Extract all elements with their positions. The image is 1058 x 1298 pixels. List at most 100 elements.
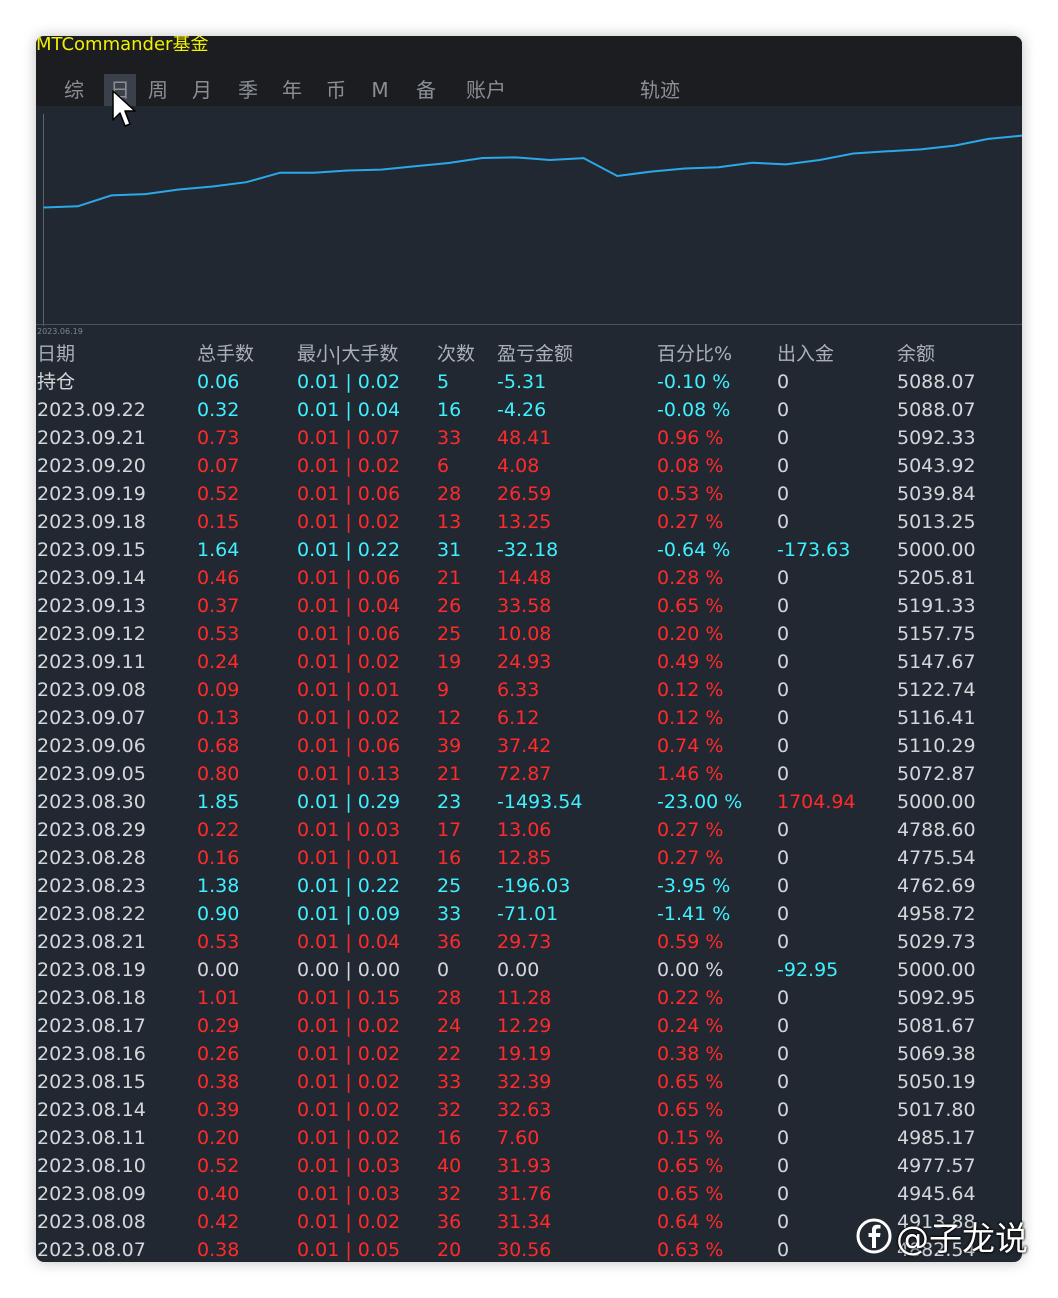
tab-2[interactable]: 周 <box>148 78 168 102</box>
cell-percent: -0.08 % <box>657 399 731 421</box>
chart-point-25 <box>886 150 888 153</box>
header-deposit-withdrawal[interactable]: 出入金 <box>777 343 835 365</box>
header-date[interactable]: 日期 <box>37 343 76 365</box>
table-row[interactable]: 2023.09.06 0.68 0.01 | 0.06 39 37.42 0.74 % 0 5… <box>36 732 1022 760</box>
table-row[interactable]: 2023.08.07 0.38 0.01 | 0.05 20 30.56 0.63 % 0 4… <box>36 1236 1022 1262</box>
header-profit[interactable]: 盈亏金额 <box>497 343 574 365</box>
table-row[interactable]: 2023.08.29 0.22 0.01 | 0.03 17 13.06 0.27 % 0 4… <box>36 816 1022 844</box>
app-window: MTCommander基金 综日周月季年币 M 备账户 轨迹 2023.06.19 日… <box>36 36 1022 1262</box>
table-row[interactable]: 2023.08.10 0.52 0.01 | 0.03 40 31.93 0.65 % 0 4… <box>36 1152 1022 1180</box>
table-row[interactable]: 2023.08.16 0.26 0.01 | 0.02 22 19.19 0.38 % 0 5… <box>36 1040 1022 1068</box>
table-row[interactable]: 2023.08.14 0.39 0.01 | 0.02 32 32.63 0.65 % 0 5… <box>36 1096 1022 1124</box>
cell-min-max-lots: 0.01 | 0.04 <box>297 399 401 421</box>
tab-5[interactable]: 年 <box>282 78 302 102</box>
table-row[interactable]: 2023.08.23 1.38 0.01 | 0.22 25 -196.03 -3.95 … <box>36 872 1022 900</box>
cell-balance: 4762.69 <box>897 875 976 897</box>
table-row[interactable]: 2023.09.11 0.24 0.01 | 0.02 19 24.93 0.49 % 0 5… <box>36 648 1022 676</box>
chart-point-20 <box>717 166 720 169</box>
table-row[interactable]: 2023.09.05 0.80 0.01 | 0.13 21 72.87 1.46 % 0 5… <box>36 760 1022 788</box>
table-row[interactable]: 持仓 0.06 0.01 | 0.02 5 -5.31 -0.10 % 0 5088.07 <box>36 368 1022 396</box>
cell-percent: 0.64 % <box>657 1211 724 1233</box>
cell-total-lots: 0.00 <box>197 959 240 981</box>
tab-8[interactable]: 备 <box>416 78 436 102</box>
cell-total-lots: 0.42 <box>197 1211 240 1233</box>
cell-profit: 31.34 <box>497 1211 552 1233</box>
table-row[interactable]: 2023.09.14 0.46 0.01 | 0.06 21 14.48 0.28 % 0 5… <box>36 564 1022 592</box>
cell-percent: 0.74 % <box>657 735 724 757</box>
cell-deposit-withdrawal: 0 <box>777 1183 790 1205</box>
cell-balance: 5043.92 <box>897 455 976 477</box>
cell-min-max-lots: 0.01 | 0.02 <box>297 651 401 673</box>
table-row[interactable]: 2023.09.07 0.13 0.01 | 0.02 12 6.12 0.12 % 0 51… <box>36 704 1022 732</box>
cell-profit: -1493.54 <box>497 791 583 813</box>
header-total-lots[interactable]: 总手数 <box>197 343 255 365</box>
cell-min-max-lots: 0.01 | 0.01 <box>297 847 401 869</box>
cell-balance: 5110.29 <box>897 735 976 757</box>
chart-point-14 <box>515 156 517 159</box>
cell-balance: 5000.00 <box>897 539 976 561</box>
cell-total-lots: 0.53 <box>197 931 240 953</box>
table-row[interactable]: 2023.08.21 0.53 0.01 | 0.04 36 29.73 0.59 % 0 5… <box>36 928 1022 956</box>
table-row[interactable]: 2023.09.13 0.37 0.01 | 0.04 26 33.58 0.65 % 0 5… <box>36 592 1022 620</box>
tab-4[interactable]: 季 <box>238 78 258 102</box>
cell-total-lots: 0.53 <box>197 623 240 645</box>
cell-min-max-lots: 0.01 | 0.03 <box>297 819 401 841</box>
tab-0[interactable]: 综 <box>64 78 84 102</box>
cell-date: 2023.09.12 <box>37 623 146 645</box>
cell-min-max-lots: 0.01 | 0.02 <box>297 1099 401 1121</box>
cell-deposit-withdrawal: 0 <box>777 623 790 645</box>
cell-deposit-withdrawal: 0 <box>777 1071 790 1093</box>
cell-trade-count: 36 <box>437 1211 462 1233</box>
cell-trade-count: 12 <box>437 707 462 729</box>
table-row[interactable]: 2023.09.22 0.32 0.01 | 0.04 16 -4.26 -0.08 % 0… <box>36 396 1022 424</box>
table-row[interactable]: 2023.08.18 1.01 0.01 | 0.15 28 11.28 0.22 % 0 5… <box>36 984 1022 1012</box>
cell-balance: 5017.80 <box>897 1099 976 1121</box>
table-row[interactable]: 2023.09.21 0.73 0.01 | 0.07 33 48.41 0.96 % 0 5… <box>36 424 1022 452</box>
cell-total-lots: 0.15 <box>197 511 240 533</box>
header-min-max-lots[interactable]: 最小|大手数 <box>297 343 399 365</box>
tab-7[interactable]: M <box>371 78 389 102</box>
cell-min-max-lots: 0.01 | 0.06 <box>297 735 401 757</box>
tab-9[interactable]: 账户 <box>466 78 506 102</box>
cell-percent: 0.65 % <box>657 1183 724 1205</box>
cell-total-lots: 0.80 <box>197 763 240 785</box>
cell-total-lots: 0.37 <box>197 595 240 617</box>
table-row[interactable]: 2023.08.22 0.90 0.01 | 0.09 33 -71.01 -1.41 %… <box>36 900 1022 928</box>
table-row[interactable]: 2023.08.08 0.42 0.01 | 0.02 36 31.34 0.64 % 0 4… <box>36 1208 1022 1236</box>
cell-date: 2023.08.15 <box>37 1071 146 1093</box>
cell-date: 2023.09.15 <box>37 539 146 561</box>
header-balance[interactable]: 余额 <box>897 343 936 365</box>
cell-profit: 24.93 <box>497 651 552 673</box>
table-row[interactable]: 2023.09.18 0.15 0.01 | 0.02 13 13.25 0.27 % 0 5… <box>36 508 1022 536</box>
tab-10[interactable]: 轨迹 <box>640 78 680 102</box>
cell-balance: 4945.64 <box>897 1183 976 1205</box>
table-row[interactable]: 2023.08.15 0.38 0.01 | 0.02 33 32.39 0.65 % 0 5… <box>36 1068 1022 1096</box>
cell-date: 2023.08.08 <box>37 1211 146 1233</box>
table-row[interactable]: 2023.08.28 0.16 0.01 | 0.01 16 12.85 0.27 % 0 4… <box>36 844 1022 872</box>
table-row[interactable]: 2023.09.08 0.09 0.01 | 0.01 9 6.33 0.12 % 0 512… <box>36 676 1022 704</box>
table-row[interactable]: 2023.09.12 0.53 0.01 | 0.06 25 10.08 0.20 % 0 5… <box>36 620 1022 648</box>
table-row[interactable]: 2023.08.17 0.29 0.01 | 0.02 24 12.29 0.24 % 0 5… <box>36 1012 1022 1040</box>
table-row[interactable]: 2023.08.30 1.85 0.01 | 0.29 23 -1493.54 -23.0… <box>36 788 1022 816</box>
cell-balance: 5191.33 <box>897 595 976 617</box>
cell-percent: -23.00 % <box>657 791 743 813</box>
cell-profit: -32.18 <box>497 539 559 561</box>
table-row[interactable]: 2023.08.19 0.00 0.00 | 0.00 0 0.00 0.00 % -92.… <box>36 956 1022 984</box>
header-trade-count[interactable]: 次数 <box>437 343 476 365</box>
cell-percent: -3.95 % <box>657 875 731 897</box>
cell-total-lots: 0.38 <box>197 1071 240 1093</box>
tab-3[interactable]: 月 <box>192 78 212 102</box>
chart-point-17 <box>616 175 619 177</box>
table-row[interactable]: 2023.08.11 0.20 0.01 | 0.02 16 7.60 0.15 % 0 49… <box>36 1124 1022 1152</box>
watermark: @子龙说 <box>856 1214 1028 1258</box>
tab-6[interactable]: 币 <box>326 78 346 102</box>
cell-deposit-withdrawal: 0 <box>777 567 790 589</box>
cell-min-max-lots: 0.01 | 0.13 <box>297 763 401 785</box>
table-row[interactable]: 2023.08.09 0.40 0.01 | 0.03 32 31.76 0.65 % 0 4… <box>36 1180 1022 1208</box>
table-row[interactable]: 2023.09.19 0.52 0.01 | 0.06 28 26.59 0.53 % 0 5… <box>36 480 1022 508</box>
cell-balance: 5092.33 <box>897 427 976 449</box>
table-row[interactable]: 2023.09.20 0.07 0.01 | 0.02 6 4.08 0.08 % 0 504… <box>36 452 1022 480</box>
header-percent[interactable]: 百分比% <box>657 343 733 365</box>
table-row[interactable]: 2023.09.15 1.64 0.01 | 0.22 31 -32.18 -0.64 %… <box>36 536 1022 564</box>
cell-profit: 72.87 <box>497 763 552 785</box>
